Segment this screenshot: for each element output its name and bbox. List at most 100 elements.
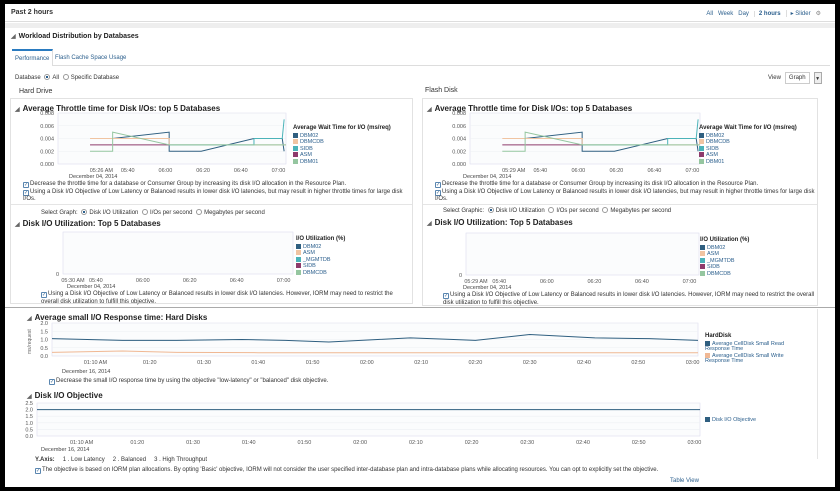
x-tick-label: 07:00 [272, 168, 286, 174]
title-text: Average small I/O Response time: Hard Di… [34, 313, 208, 322]
radio-megabytes-per-second[interactable] [602, 207, 609, 213]
legend-swatch [699, 132, 704, 138]
y-tick-label: 1.5 [40, 329, 48, 335]
range-2-hours[interactable]: 2 hours [753, 10, 781, 17]
y-tick-label: 0.006 [452, 124, 466, 130]
collapse-icon: ◢ [15, 222, 20, 228]
legend-swatch [296, 263, 301, 269]
objective-title[interactable]: ◢ Disk I/O Objective [27, 391, 103, 400]
flash-util-title[interactable]: ◢ Disk I/O Utilization: Top 5 Databases [427, 218, 573, 227]
radio-ios-per-second[interactable] [142, 209, 149, 215]
flash-disk-panel: ◢ Average Throttle time for Disk I/Os: to… [422, 98, 818, 306]
series-line-average-celldisk-small-read-response-time[interactable] [51, 334, 699, 343]
legend-item[interactable]: Average CellDisk Small Write Response Ti… [705, 352, 795, 365]
legend-item[interactable]: SIDB [296, 263, 345, 270]
chart-date: December 04, 2014 [463, 285, 512, 291]
hard-throttle-title[interactable]: ◢ Average Throttle time for Disk I/Os: to… [15, 104, 220, 113]
time-range-title: Past 2 hours [11, 9, 54, 16]
legend-item[interactable]: DBM01 [293, 158, 391, 166]
title-text: Disk I/O Utilization: Top 5 Databases [434, 218, 573, 227]
scrollbar[interactable] [817, 309, 823, 459]
radio-disk-io-utilization[interactable] [81, 209, 88, 215]
x-tick-label: 01:20 [130, 440, 144, 446]
range-week[interactable]: Week [718, 10, 734, 17]
expand-triangle-icon: ▸ [790, 11, 796, 17]
legend-item[interactable]: _MGMTDB [700, 257, 749, 265]
x-tick-label: 02:00 [360, 360, 374, 366]
hard-throttle-note-2: ✓ Using a Disk I/O Objective of Low Laten… [23, 189, 411, 204]
tip-check-icon: ✓ [35, 468, 41, 474]
legend-item[interactable]: SIDB [293, 145, 391, 153]
hard-drive-heading: Hard Drive [19, 88, 53, 95]
y-tick-label: 0.008 [452, 111, 466, 117]
series-line-dbm01[interactable] [90, 131, 286, 152]
series-line-average-celldisk-small-write-response-time[interactable] [51, 350, 698, 354]
chart-date: December 04, 2014 [463, 174, 512, 180]
chart-date: December 16, 2014 [41, 447, 90, 453]
flash-throttle-title[interactable]: ◢ Average Throttle time for Disk I/Os: to… [427, 104, 632, 113]
objective-y-axis-key: Y.Axis: 1 . Low Latency 2 . Balanced 3 .… [35, 457, 207, 463]
radio-disk-io-utilization[interactable] [487, 207, 494, 213]
legend-item[interactable]: DBM02 [296, 243, 345, 251]
legend-item[interactable]: _MGMTDB [296, 256, 345, 264]
small-io-title[interactable]: ◢ Average small I/O Response time: Hard D… [27, 313, 207, 322]
slider-toggle[interactable]: ▸ Slider [785, 10, 811, 17]
radio-specific-label: Specific Database [70, 75, 120, 81]
section-header[interactable]: ◢ Workload Distribution by Databases [11, 33, 139, 40]
chevron-down-icon[interactable]: ▼ [813, 72, 822, 84]
tab-performance[interactable]: Performance [12, 49, 54, 66]
legend-item[interactable]: DBM02 [700, 244, 749, 252]
x-tick-label: 06:40 [234, 168, 248, 174]
y-tick-label: 0.0 [25, 434, 33, 440]
legend-label: DBM02 [707, 244, 726, 251]
y-tick-label: 0.004 [452, 137, 466, 143]
legend-item[interactable]: ASM [700, 251, 749, 258]
legend-swatch [699, 139, 704, 145]
table-view-link[interactable]: Table View [670, 478, 699, 484]
range-all[interactable]: All [706, 10, 713, 17]
legend-item[interactable]: ASM [699, 152, 797, 159]
plot-area [36, 402, 701, 437]
tip-check-icon: ✓ [49, 379, 55, 385]
legend-item[interactable]: DBM02 [699, 132, 797, 140]
series-line-dbm01[interactable] [502, 131, 700, 152]
legend-item[interactable]: DBMCDB [293, 139, 391, 146]
tab-flash-cache-space-usage[interactable]: Flash Cache Space Usage [55, 55, 127, 61]
legend-item[interactable]: Average CellDisk Small Read Response Tim… [705, 340, 795, 353]
x-tick-label: 06:40 [635, 279, 649, 285]
legend-item[interactable]: SIDB [699, 145, 797, 153]
radio-all[interactable] [44, 74, 51, 80]
flash-throttle-notes: ✓ Decrease the throttle time for a databa… [435, 181, 815, 204]
legend-item[interactable]: DBMCDB [296, 269, 345, 277]
legend-item[interactable]: ASM [293, 152, 391, 159]
hard-util-title[interactable]: ◢ Disk I/O Utilization: Top 5 Databases [15, 219, 161, 228]
x-tick-label: 07:00 [686, 168, 700, 174]
legend-item[interactable]: DBMCDB [699, 139, 797, 146]
x-tick-label: 06:40 [230, 278, 244, 284]
legend-swatch [699, 158, 704, 164]
y-axis-key-item: 3 . High Throughput [154, 457, 208, 463]
radio-specific-database[interactable] [62, 74, 69, 80]
legend-item[interactable]: DBMCDB [700, 270, 749, 278]
small-io-chart: 0.0 0.5 1.0 1.5 2.0 01:10 AM 01:20 01:30 01:40 01… [40, 321, 699, 366]
settings-icon[interactable]: ⚙ [815, 11, 821, 17]
legend-item[interactable]: SIDB [700, 264, 749, 271]
legend-item[interactable]: DBM02 [293, 132, 391, 140]
view-select[interactable]: Graph [784, 72, 810, 84]
radio-ios-per-second[interactable] [548, 207, 555, 213]
legend-item[interactable]: ASM [296, 250, 345, 257]
flash-select-graph: Select Graphic: Disk I/O Utilization I/O… [443, 207, 671, 214]
legend-item[interactable]: Disk I/O Objective [705, 417, 756, 424]
collapse-icon: ◢ [427, 107, 432, 113]
divider [423, 204, 817, 205]
legend-label: ASM [706, 152, 718, 159]
legend-swatch [705, 352, 710, 358]
x-tick-label: 05:29 AM [464, 279, 488, 285]
hard-throttle-notes: ✓ Decrease the throttle time for a databa… [23, 181, 411, 204]
option-label: I/Os per second [150, 210, 193, 216]
title-text: Disk I/O Utilization: Top 5 Databases [22, 219, 161, 228]
radio-megabytes-per-second[interactable] [196, 209, 203, 215]
range-day[interactable]: Day [738, 10, 749, 17]
legend-item[interactable]: DBM01 [699, 158, 797, 166]
note-text: Using a Disk I/O Objective of Low Latenc… [41, 291, 393, 305]
